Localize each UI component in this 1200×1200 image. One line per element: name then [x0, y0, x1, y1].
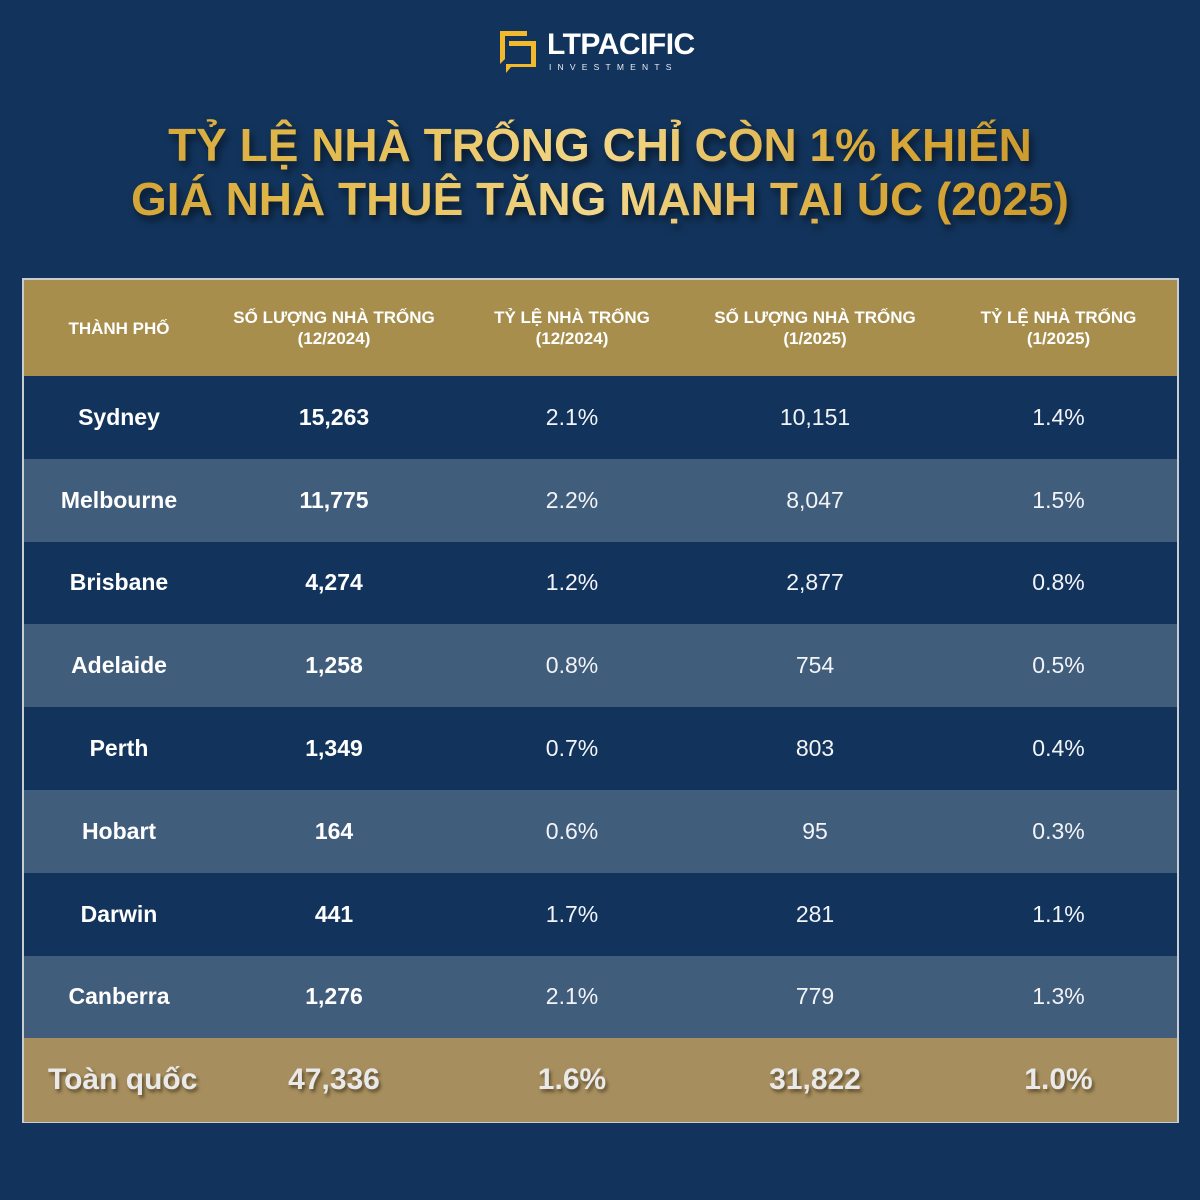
table-row: Brisbane 4,274 1.2% 2,877 0.8%	[24, 541, 1177, 625]
logo-name: LTPACIFIC	[547, 28, 695, 62]
rate-jan-cell: 0.8%	[1032, 569, 1085, 596]
rate-jan-cell: 0.3%	[1032, 817, 1085, 844]
rate-jan-cell: 1.5%	[1032, 486, 1085, 513]
total-row: Toàn quốc 47,336 1.6% 31,822 1.0%	[24, 1038, 1177, 1123]
total-rate-jan: 1.0%	[1024, 1063, 1093, 1097]
page-title: TỶ LỆ NHÀ TRỐNG CHỈ CÒN 1% KHIẾN GIÁ NHÀ…	[0, 118, 1200, 226]
count-jan-cell: 95	[802, 817, 828, 844]
logo-subtitle: INVESTMENTS	[549, 62, 678, 73]
vacancy-table: THÀNH PHỐ SỐ LƯỢNG NHÀ TRỐNG (12/2024) TỶ…	[22, 278, 1179, 1123]
city-cell: Adelaide	[71, 652, 167, 679]
header-count-dec: SỐ LƯỢNG NHÀ TRỐNG (12/2024)	[233, 308, 435, 348]
header-rate-dec: TỶ LỆ NHÀ TRỐNG (12/2024)	[494, 308, 650, 348]
count-dec-cell: 15,263	[298, 403, 370, 430]
count-jan-cell: 281	[795, 900, 835, 927]
count-dec-cell: 164	[314, 817, 354, 844]
count-jan-cell: 2,877	[786, 569, 844, 596]
header-city: THÀNH PHỐ	[68, 318, 170, 338]
table-row: Darwin 441 1.7% 281 1.1%	[24, 872, 1177, 956]
rate-jan-cell: 0.4%	[1032, 735, 1085, 762]
count-dec-cell: 1,258	[305, 652, 363, 679]
count-dec-cell: 1,276	[305, 983, 363, 1010]
title-line-2: GIÁ NHÀ THUÊ TĂNG MẠNH TẠI ÚC (2025)	[131, 173, 1069, 225]
count-jan-cell: 10,151	[779, 403, 851, 430]
title-line-1: TỶ LỆ NHÀ TRỐNG CHỈ CÒN 1% KHIẾN	[168, 119, 1032, 171]
rate-jan-cell: 1.1%	[1032, 900, 1085, 927]
city-cell: Sydney	[78, 403, 160, 430]
logo-mark-icon	[500, 31, 536, 73]
total-count-dec: 47,336	[288, 1063, 380, 1097]
total-count-jan: 31,822	[769, 1063, 861, 1097]
total-rate-dec: 1.6%	[537, 1063, 607, 1097]
city-cell: Hobart	[81, 817, 157, 844]
count-jan-cell: 779	[795, 983, 835, 1010]
count-dec-cell: 4,274	[305, 569, 363, 596]
rate-dec-cell: 2.2%	[545, 486, 599, 513]
count-dec-cell: 1,349	[305, 735, 363, 762]
rate-dec-cell: 0.7%	[545, 735, 599, 762]
table-row: Melbourne 11,775 2.2% 8,047 1.5%	[24, 458, 1177, 542]
table-row: Hobart 164 0.6% 95 0.3%	[24, 789, 1177, 873]
city-cell: Brisbane	[69, 569, 169, 596]
rate-dec-cell: 1.2%	[545, 569, 599, 596]
count-jan-cell: 8,047	[786, 486, 844, 513]
table-row: Adelaide 1,258 0.8% 754 0.5%	[24, 624, 1177, 708]
rate-dec-cell: 1.7%	[545, 900, 599, 927]
count-dec-cell: 11,775	[299, 486, 369, 513]
rate-dec-cell: 0.8%	[545, 652, 599, 679]
city-cell: Darwin	[80, 900, 158, 927]
rate-dec-cell: 0.6%	[545, 817, 599, 844]
rate-jan-cell: 1.3%	[1032, 983, 1085, 1010]
count-jan-cell: 754	[795, 652, 835, 679]
city-cell: Perth	[89, 735, 149, 762]
rate-dec-cell: 2.1%	[545, 403, 599, 430]
table-row: Canberra 1,276 2.1% 779 1.3%	[24, 955, 1177, 1039]
table-row: Sydney 15,263 2.1% 10,151 1.4%	[24, 376, 1177, 459]
table-header-row: THÀNH PHỐ SỐ LƯỢNG NHÀ TRỐNG (12/2024) TỶ…	[24, 280, 1177, 376]
count-jan-cell: 803	[795, 735, 835, 762]
header-count-jan: SỐ LƯỢNG NHÀ TRỐNG (1/2025)	[714, 308, 916, 348]
company-logo: LTPACIFIC INVESTMENTS	[497, 28, 695, 74]
rate-dec-cell: 2.1%	[545, 983, 599, 1010]
total-label: Toàn quốc	[48, 1063, 198, 1097]
rate-jan-cell: 1.4%	[1032, 403, 1085, 430]
city-cell: Melbourne	[60, 486, 178, 513]
header-rate-jan: TỶ LỆ NHÀ TRỐNG (1/2025)	[980, 308, 1137, 348]
rate-jan-cell: 0.5%	[1032, 652, 1085, 679]
table-row: Perth 1,349 0.7% 803 0.4%	[24, 707, 1177, 790]
city-cell: Canberra	[68, 983, 170, 1010]
count-dec-cell: 441	[314, 900, 354, 927]
